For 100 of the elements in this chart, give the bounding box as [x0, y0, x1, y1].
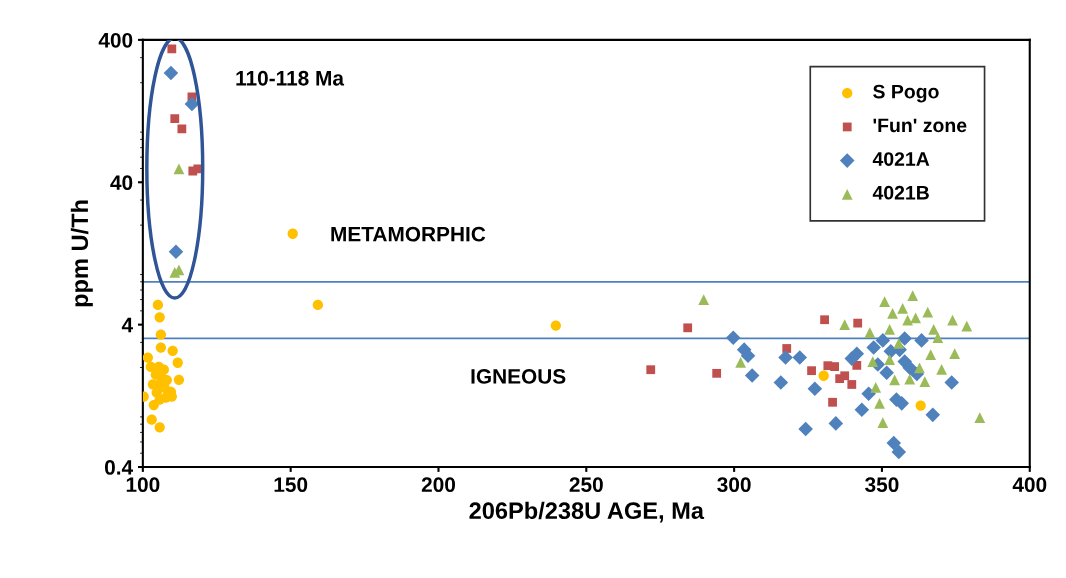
- point: [919, 376, 931, 388]
- point: [807, 381, 823, 396]
- point: [773, 375, 789, 390]
- point: [866, 340, 881, 355]
- y-tick-label: 40: [110, 175, 133, 191]
- point: [828, 397, 837, 407]
- point: [902, 314, 914, 326]
- point: [897, 331, 912, 346]
- point: [172, 357, 183, 368]
- x-tick-label: 150: [274, 477, 308, 493]
- point: [897, 303, 909, 314]
- point: [778, 350, 793, 365]
- legend-label: 4021A: [872, 152, 930, 166]
- point: [925, 407, 941, 423]
- point: [879, 296, 890, 308]
- point: [725, 330, 741, 345]
- point: [155, 342, 167, 353]
- point: [879, 365, 894, 380]
- point: [287, 228, 298, 239]
- point: [312, 299, 324, 311]
- point: [861, 386, 876, 401]
- point: [867, 356, 879, 367]
- point: [889, 374, 901, 386]
- point: [849, 346, 865, 361]
- point: [173, 163, 185, 175]
- point: [914, 333, 929, 348]
- point: [167, 44, 177, 54]
- point: [944, 375, 959, 390]
- annotation: METAMORPHIC: [331, 226, 486, 242]
- point: [698, 294, 710, 306]
- x-tick-label: 400: [1012, 477, 1047, 493]
- point: [154, 422, 165, 433]
- point: [152, 299, 164, 311]
- x-tick-label: 200: [421, 477, 456, 493]
- point: [828, 416, 844, 431]
- point: [947, 314, 958, 326]
- point: [864, 327, 876, 338]
- point: [148, 399, 159, 411]
- point: [177, 124, 187, 134]
- point: [146, 414, 157, 425]
- point: [925, 349, 937, 361]
- point: [820, 315, 829, 325]
- point: [875, 333, 891, 348]
- point: [891, 444, 907, 460]
- point: [683, 323, 693, 333]
- point: [936, 364, 948, 375]
- point: [907, 290, 919, 301]
- point: [961, 320, 973, 332]
- point: [922, 306, 934, 318]
- point: [949, 348, 961, 360]
- x-tick-label: 100: [126, 477, 160, 493]
- point: [914, 362, 925, 374]
- point: [155, 329, 167, 340]
- point: [893, 338, 905, 349]
- annotation: IGNEOUS: [471, 369, 566, 384]
- point: [884, 324, 895, 335]
- point: [142, 352, 154, 363]
- point: [902, 360, 918, 376]
- legend-label: 4021B: [872, 185, 929, 200]
- x-tick-label: 300: [717, 477, 751, 493]
- y-tick-label: 0.4: [104, 460, 134, 475]
- point: [646, 365, 656, 375]
- point: [798, 421, 813, 437]
- point: [932, 332, 944, 344]
- point: [874, 397, 885, 409]
- y-tick-label: 400: [98, 32, 133, 48]
- x-tick-label: 350: [865, 477, 899, 493]
- x-axis-title: 206Pb/238U AGE, Ma: [469, 501, 705, 523]
- point: [550, 320, 561, 331]
- point: [167, 345, 178, 356]
- y-axis-title: ppm U/Th: [70, 200, 93, 307]
- point: [887, 307, 898, 319]
- point: [712, 368, 722, 378]
- point: [877, 417, 889, 429]
- point: [792, 350, 808, 365]
- point: [169, 267, 181, 278]
- point: [154, 312, 165, 323]
- point: [735, 357, 746, 368]
- point: [184, 96, 200, 112]
- point: [830, 362, 840, 371]
- y-tick-label: 4: [121, 317, 134, 333]
- point: [915, 400, 926, 411]
- point: [807, 366, 816, 376]
- point: [974, 412, 986, 423]
- point: [818, 370, 829, 381]
- point: [928, 324, 940, 335]
- point: [847, 380, 857, 389]
- point: [163, 65, 179, 81]
- legend-label: 'Fun' zone: [873, 118, 967, 133]
- point: [910, 312, 922, 324]
- point: [744, 368, 760, 383]
- point: [839, 319, 851, 331]
- point: [854, 402, 870, 418]
- point: [870, 382, 882, 393]
- point: [853, 318, 863, 328]
- x-tick-label: 250: [569, 477, 603, 493]
- legend-label: S Pogo: [873, 84, 939, 103]
- point: [840, 371, 850, 381]
- point: [170, 114, 180, 123]
- point: [740, 348, 756, 363]
